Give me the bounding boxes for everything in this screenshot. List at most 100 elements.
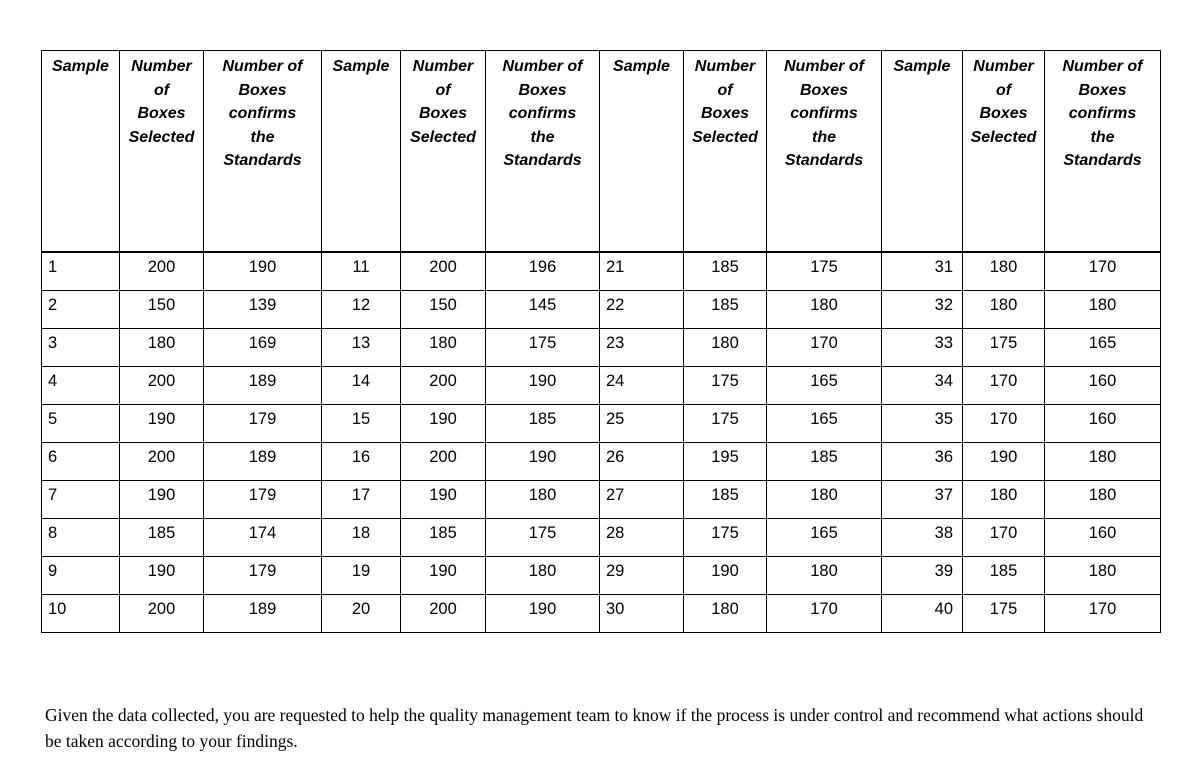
sample-cell: 17: [321, 480, 401, 519]
table-row: 7 190 179 17 190 180 27 185 180 37 180 180: [41, 480, 1161, 519]
boxes-confirms-cell: 169: [203, 328, 322, 367]
boxes-confirms-cell: 180: [485, 556, 600, 595]
boxes-confirms-cell: 189: [203, 366, 322, 405]
boxes-confirms-cell: 189: [203, 442, 322, 481]
header-text-line: confirms: [1068, 105, 1137, 122]
sample-cell: 15: [321, 404, 401, 443]
boxes-selected-cell: 190: [683, 556, 767, 595]
boxes-selected-cell: 170: [962, 404, 1045, 443]
header-text-line: Sample: [613, 58, 670, 75]
boxes-confirms-cell: 165: [766, 404, 882, 443]
sample-cell: 7: [41, 480, 120, 519]
sample-cell: 11: [321, 251, 401, 291]
header-text-line: Number: [131, 58, 192, 75]
boxes-selected-cell: 200: [119, 442, 204, 481]
header-selected-cell: Number of Boxes Selected: [962, 50, 1045, 253]
header-confirms-cell: Number of Boxes confirms the Standards: [485, 50, 600, 253]
boxes-confirms-cell: 180: [766, 556, 882, 595]
boxes-confirms-cell: 175: [485, 518, 600, 557]
boxes-confirms-cell: 179: [203, 480, 322, 519]
boxes-confirms-cell: 180: [1044, 480, 1161, 519]
boxes-selected-cell: 180: [400, 328, 486, 367]
boxes-selected-cell: 185: [683, 251, 767, 291]
header-text-line: the: [812, 128, 836, 146]
boxes-confirms-cell: 165: [766, 518, 882, 557]
header-row: Sample Number of Boxes Selected Number of Boxe…: [41, 50, 1161, 253]
boxes-selected-cell: 190: [400, 404, 486, 443]
header-text-line: Boxes: [700, 105, 750, 122]
boxes-confirms-cell: 170: [766, 594, 882, 633]
sample-cell: 24: [599, 366, 684, 405]
sample-cell: 39: [881, 556, 963, 595]
sample-cell: 20: [321, 594, 401, 633]
boxes-selected-cell: 185: [400, 518, 486, 557]
header-text-line: confirms: [228, 105, 297, 122]
boxes-confirms-cell: 160: [1044, 518, 1161, 557]
boxes-selected-cell: 185: [683, 480, 767, 519]
sample-cell: 28: [599, 518, 684, 557]
sample-cell: 27: [599, 480, 684, 519]
boxes-selected-cell: 150: [119, 290, 204, 329]
boxes-confirms-cell: 190: [485, 594, 600, 633]
boxes-selected-cell: 190: [119, 480, 204, 519]
header-text-line: Number of: [502, 58, 583, 75]
header-text-line: Boxes: [137, 105, 186, 122]
table-row: 10 200 189 20 200 190 30 180 170 40 175 170: [41, 594, 1161, 633]
boxes-selected-cell: 200: [119, 251, 204, 291]
sample-cell: 16: [321, 442, 401, 481]
header-text-line: of: [995, 81, 1012, 99]
sample-cell: 33: [881, 328, 963, 367]
header-confirms-cell: Number of Boxes confirms the Standards: [1044, 50, 1161, 253]
sample-cell: 34: [881, 366, 963, 405]
boxes-selected-cell: 175: [683, 366, 767, 405]
boxes-selected-cell: 200: [400, 594, 486, 633]
boxes-selected-cell: 185: [119, 518, 204, 557]
boxes-confirms-cell: 189: [203, 594, 322, 633]
table-row: 1 200 190 11 200 196 21 185 175 31 180 170: [41, 251, 1161, 291]
boxes-selected-cell: 190: [962, 442, 1045, 481]
boxes-confirms-cell: 180: [1044, 290, 1161, 329]
boxes-selected-cell: 150: [400, 290, 486, 329]
header-selected-cell: Number of Boxes Selected: [683, 50, 767, 253]
boxes-confirms-cell: 179: [203, 404, 322, 443]
boxes-selected-cell: 185: [683, 290, 767, 329]
header-sample-cell: Sample: [881, 50, 963, 253]
boxes-confirms-cell: 190: [485, 442, 600, 481]
header-sample-cell: Sample: [599, 50, 684, 253]
sample-cell: 8: [41, 518, 120, 557]
boxes-selected-cell: 180: [962, 251, 1045, 291]
sample-cell: 38: [881, 518, 963, 557]
boxes-selected-cell: 180: [962, 290, 1045, 329]
table-header: Sample Number of Boxes Selected Number of Boxe…: [41, 50, 1161, 253]
header-text-line: Sample: [332, 58, 390, 75]
header-text-line: confirms: [790, 105, 858, 122]
sample-cell: 30: [599, 594, 684, 633]
boxes-selected-cell: 200: [400, 442, 486, 481]
boxes-selected-cell: 190: [400, 556, 486, 595]
header-text-line: Standards: [784, 152, 864, 169]
boxes-selected-cell: 185: [962, 556, 1045, 595]
sample-cell: 18: [321, 518, 401, 557]
sample-cell: 26: [599, 442, 684, 481]
header-selected-cell: Number of Boxes Selected: [400, 50, 486, 253]
boxes-confirms-cell: 165: [1044, 328, 1161, 367]
table-row: 9 190 179 19 190 180 29 190 180 39 185 180: [41, 556, 1161, 595]
table-row: 2 150 139 12 150 145 22 185 180 32 180 180: [41, 290, 1161, 329]
boxes-confirms-cell: 170: [766, 328, 882, 367]
header-text-line: Selected: [410, 128, 476, 146]
boxes-confirms-cell: 160: [1044, 366, 1161, 405]
header-confirms-cell: Number of Boxes confirms the Standards: [766, 50, 882, 253]
quality-control-table: Sample Number of Boxes Selected Number of Boxe…: [41, 50, 1161, 633]
boxes-selected-cell: 200: [119, 366, 204, 405]
boxes-selected-cell: 175: [683, 404, 767, 443]
boxes-selected-cell: 180: [683, 594, 767, 633]
header-text-line: Number: [412, 58, 474, 75]
table-row: 6 200 189 16 200 190 26 195 185 36 190 180: [41, 442, 1161, 481]
boxes-selected-cell: 170: [962, 518, 1045, 557]
header-text-line: the: [1090, 128, 1115, 146]
table-body: 1 200 190 11 200 196 21 185 175 31 180 170 2 150 139 12…: [41, 251, 1161, 633]
boxes-selected-cell: 180: [683, 328, 767, 367]
sample-cell: 40: [881, 594, 963, 633]
header-text-line: Boxes: [238, 81, 287, 99]
